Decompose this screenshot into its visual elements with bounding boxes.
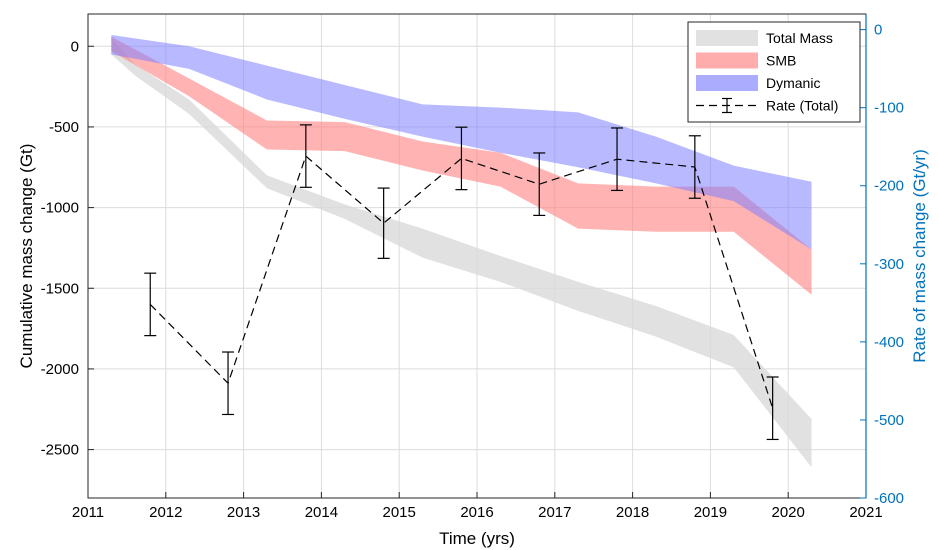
legend-swatch <box>696 75 758 91</box>
y-tick-label: -2000 <box>41 361 79 378</box>
x-tick-label: 2011 <box>72 504 104 521</box>
x-tick-label: 2014 <box>305 504 338 521</box>
y-tick-label: -1500 <box>41 280 79 297</box>
x-tick-label: 2013 <box>227 504 260 521</box>
y-tick-label: 0 <box>71 38 79 55</box>
legend-label: Dymanic <box>766 75 820 91</box>
x-axis-label: Time (yrs) <box>439 529 515 548</box>
y-right-tick-label: -100 <box>874 100 904 117</box>
legend-label: Total Mass <box>766 30 833 46</box>
rate-series-line <box>149 155 774 409</box>
x-tick-label: 2016 <box>460 504 493 521</box>
y-tick-label: -1000 <box>41 200 79 217</box>
y-right-tick-label: 0 <box>874 22 882 39</box>
y-right-tick-label: -600 <box>874 490 904 507</box>
y-tick-label: -2500 <box>41 442 79 459</box>
y-right-tick-label: -300 <box>874 256 904 273</box>
x-tick-label: 2015 <box>383 504 416 521</box>
y-right-tick-label: -200 <box>874 178 904 195</box>
rate-layer <box>144 124 779 441</box>
x-tick-label: 2012 <box>149 504 182 521</box>
legend-swatch <box>696 52 758 69</box>
y-tick-label: -500 <box>49 119 79 136</box>
y-right-tick-label: -400 <box>874 334 904 351</box>
legend: Total Mass SMB Dymanic Rate (Total) <box>687 21 861 123</box>
legend-label: Rate (Total) <box>766 98 838 114</box>
x-tick-label: 2021 <box>849 504 882 521</box>
x-tick-label: 2017 <box>538 504 571 521</box>
axes-layer: 2011 2012 2013 2014 2015 2016 2017 2018 2019 2020… <box>41 14 904 521</box>
y-axis-right-label: Rate of mass change (Gt/yr) <box>910 149 929 363</box>
legend-swatch <box>696 30 758 46</box>
y-axis-label: Cumulative mass change (Gt) <box>17 144 36 369</box>
y-right-tick-label: -500 <box>874 412 904 429</box>
band-total-mass <box>111 38 812 468</box>
legend-label: SMB <box>766 53 796 69</box>
x-tick-label: 2018 <box>616 504 649 521</box>
x-tick-label: 2020 <box>772 504 805 521</box>
x-tick-label: 2019 <box>694 504 727 521</box>
